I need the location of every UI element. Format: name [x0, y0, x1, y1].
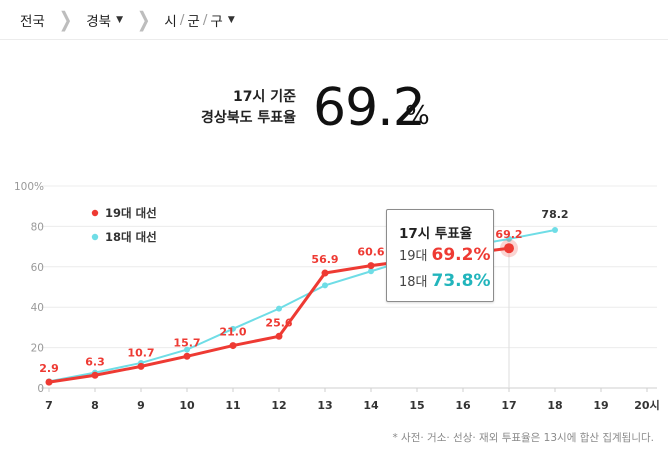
y-tick-label: 0	[37, 383, 44, 395]
series-18-point	[184, 346, 190, 353]
tooltip-label-19: 19대	[399, 249, 428, 264]
slash-divider: /	[202, 11, 208, 28]
x-tick-label: 9	[137, 399, 145, 412]
chevron-right-icon: ❯	[58, 7, 73, 32]
series-18-point	[368, 268, 374, 275]
tooltip-label-18: 18대	[399, 275, 428, 290]
series-19-point	[275, 332, 283, 340]
city-label-gun: 군	[187, 13, 200, 30]
breadcrumb-nation[interactable]: 전국	[20, 10, 45, 30]
x-tick-label: 10	[179, 399, 195, 412]
x-tick-label: 20시	[634, 399, 659, 412]
legend-marker	[91, 209, 99, 217]
series-19-point	[229, 342, 237, 350]
x-tick-label: 17	[501, 399, 516, 412]
y-tick-label: 100%	[14, 181, 44, 193]
series-18-point	[506, 235, 512, 242]
x-tick-label: 16	[455, 399, 471, 412]
breadcrumb-nation-label: 전국	[20, 13, 45, 30]
x-tick-label: 8	[91, 399, 99, 412]
x-tick-label: 18	[547, 399, 562, 412]
y-tick-label: 20	[31, 343, 44, 355]
series-18-point	[552, 227, 558, 234]
series-19-data-label: 10.7	[127, 346, 154, 359]
series-19-point	[91, 371, 99, 379]
y-tick-label: 60	[31, 262, 44, 274]
series-19-data-label: 60.6	[357, 246, 384, 259]
turnout-unit: %	[405, 101, 430, 131]
turnout-line-chart: 0 20 40 60 80 100% 7 8 9 10 11 12 13 14 15 16 17 18 19 20시 2…	[14, 181, 660, 412]
caret-down-icon: ▼	[116, 14, 124, 25]
legend-label: 19대 대선	[105, 206, 157, 220]
caret-down-icon: ▼	[227, 14, 235, 25]
province-dropdown[interactable]: 경북 ▼	[86, 10, 123, 30]
headline-time: 17시 기준	[233, 89, 296, 105]
x-tick-label: 19	[593, 399, 608, 412]
series-19-data-label: 6.3	[85, 355, 105, 368]
series-19-point	[504, 243, 514, 254]
series-19-data-label: 56.9	[311, 253, 338, 266]
series-19-point	[137, 362, 145, 370]
tooltip-title: 17시 투표율	[399, 226, 473, 242]
tooltip-row-18: 18대 73.8%	[399, 271, 491, 291]
breadcrumb: 전국 ❯ 경북 ▼ ❯ 시 / 군 / 구 ▼	[0, 0, 668, 40]
series-18-data-label: 78.2	[541, 208, 568, 221]
chevron-right-icon: ❯	[137, 7, 151, 32]
series-18-point	[322, 282, 328, 289]
legend-marker	[91, 233, 99, 241]
y-tick-label: 40	[31, 302, 44, 314]
series-19-data-label: 25.6	[265, 316, 292, 329]
y-tick-label: 80	[31, 221, 44, 233]
x-tick-label: 11	[225, 399, 240, 412]
series-19-point	[45, 378, 53, 386]
chart-tooltip: 17시 투표율 19대 69.2% 18대 73.8%	[386, 209, 494, 302]
headline-label: 17시 기준 경상북도 투표율	[201, 87, 296, 129]
series-19-point	[183, 352, 191, 360]
series-19-point	[321, 269, 329, 277]
headline-region: 경상북도 투표율	[200, 110, 296, 126]
footnote: * 사전· 거소· 선상· 재외 투표율은 13시에 합산 집계됩니다.	[392, 432, 654, 444]
series-18-point	[230, 325, 236, 332]
x-tick-label: 13	[317, 399, 332, 412]
x-tick-label: 12	[271, 399, 286, 412]
x-tick-label: 7	[45, 399, 53, 412]
slash-divider: /	[179, 11, 185, 28]
city-label-gu: 구	[210, 13, 223, 30]
turnout-headline: 17시 기준 경상북도 투표율 69.2 %	[0, 78, 668, 142]
city-label-si: 시	[164, 13, 177, 30]
series-19-data-label: 15.7	[173, 336, 200, 349]
series-19-data-label: 21.0	[219, 326, 246, 339]
legend-label: 18대 대선	[105, 230, 157, 244]
series-18-point	[276, 305, 282, 312]
x-tick-label: 15	[409, 399, 424, 412]
series-19-point	[367, 262, 375, 270]
city-dropdown[interactable]: 시 / 군 / 구 ▼	[164, 10, 234, 30]
turnout-rate: 69.2	[313, 78, 426, 138]
tooltip-value-19: 69.2%	[431, 245, 491, 265]
tooltip-value-18: 73.8%	[431, 271, 491, 291]
series-19-data-label: 69.2	[495, 228, 522, 241]
series-19-data-label: 2.9	[39, 362, 59, 375]
tooltip-row-19: 19대 69.2%	[399, 245, 491, 265]
x-tick-label: 14	[363, 399, 379, 412]
province-label: 경북	[86, 13, 112, 30]
